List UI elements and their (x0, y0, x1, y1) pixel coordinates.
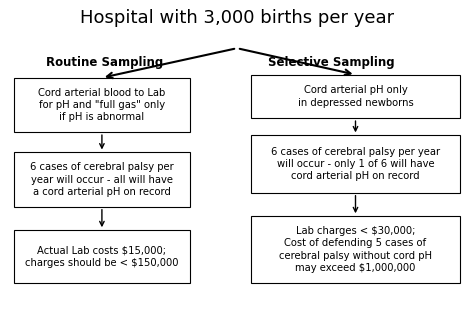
FancyBboxPatch shape (14, 230, 190, 283)
FancyBboxPatch shape (251, 135, 460, 193)
Text: Lab charges < $30,000;
Cost of defending 5 cases of
cerebral palsy without cord : Lab charges < $30,000; Cost of defending… (279, 226, 432, 273)
FancyBboxPatch shape (251, 75, 460, 118)
Text: Hospital with 3,000 births per year: Hospital with 3,000 births per year (80, 9, 394, 27)
Text: Selective Sampling: Selective Sampling (268, 56, 395, 69)
Text: 6 cases of cerebral palsy per year
will occur - only 1 of 6 will have
cord arter: 6 cases of cerebral palsy per year will … (271, 147, 440, 181)
Text: Routine Sampling: Routine Sampling (46, 56, 163, 69)
Text: Actual Lab costs $15,000;
charges should be < $150,000: Actual Lab costs $15,000; charges should… (25, 245, 179, 268)
Text: Cord arterial blood to Lab
for pH and "full gas" only
if pH is abnormal: Cord arterial blood to Lab for pH and "f… (38, 88, 165, 122)
Text: Cord arterial pH only
in depressed newborns: Cord arterial pH only in depressed newbo… (298, 85, 413, 108)
Text: 6 cases of cerebral palsy per
year will occur - all will have
a cord arterial pH: 6 cases of cerebral palsy per year will … (30, 162, 174, 197)
FancyBboxPatch shape (251, 216, 460, 283)
FancyBboxPatch shape (14, 78, 190, 132)
FancyBboxPatch shape (14, 152, 190, 207)
